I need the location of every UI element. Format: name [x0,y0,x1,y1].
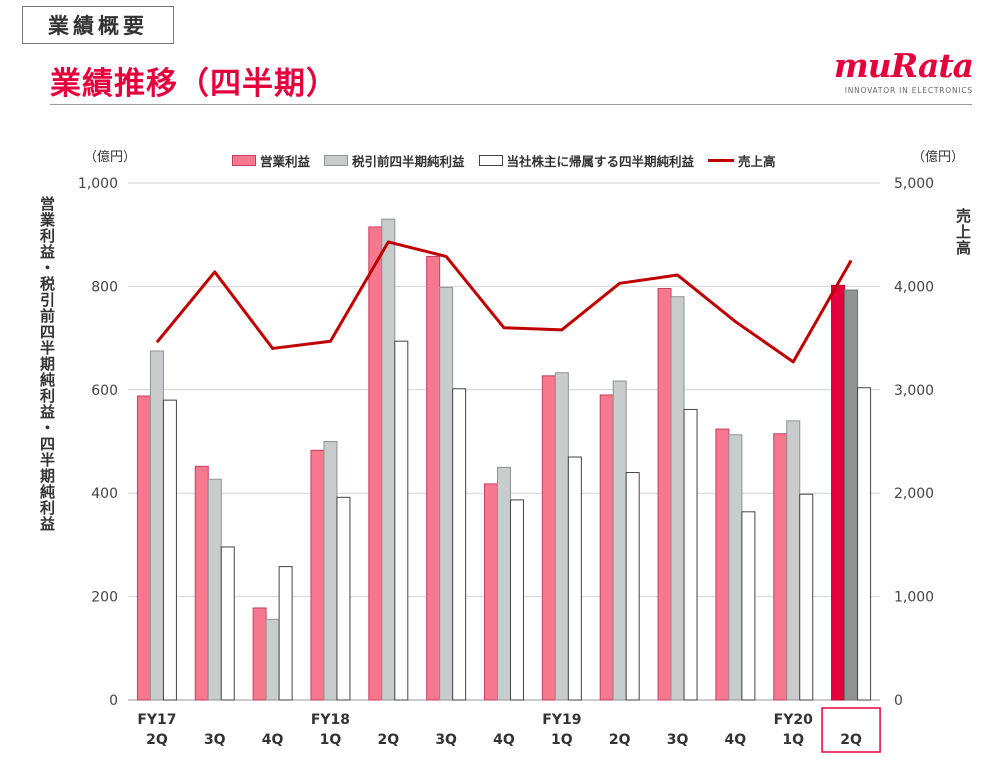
bar-pretax-income [497,466,511,701]
right-tick-label: 2,000 [894,486,934,502]
right-tick-label: 0 [894,693,903,709]
left-tick-label: 1,000 [78,176,118,192]
chart-legend: 営業利益 税引前四半期純利益 当社株主に帰属する四半期純利益 売上高 [232,150,790,170]
legend-label-net-sales: 売上高 [738,153,776,169]
bar-pretax-income [844,289,859,701]
brand-tagline: INNOVATOR IN ELECTRONICS [844,86,973,95]
left-tick-label: 200 [91,590,118,606]
bar-pretax-income [207,478,222,701]
bar-pretax-income [381,218,396,701]
legend-operating-income: 営業利益 [232,151,310,170]
murata-logo: muRata INNOVATOR IN ELECTRONICS [823,46,974,98]
x-label-quarter: 4Q [262,732,284,748]
legend-net-income: 当社株主に帰属する四半期純利益 [478,151,695,170]
bar-net-income [799,493,814,701]
left-axis-unit: （億円） [84,150,137,165]
x-label-quarter: 2Q [377,732,399,748]
bar-operating-income [136,395,151,701]
legend-swatch-operating-income [232,154,256,166]
legend-label-net-income: 当社株主に帰属する四半期純利益 [506,153,695,169]
right-tick-label: 4,000 [894,279,934,295]
x-label-quarter: 3Q [667,732,689,748]
x-label-quarter: 1Q [551,732,573,748]
x-label-fiscal-year: FY19 [542,712,581,728]
bar-operating-income [310,449,325,701]
bar-net-income [452,388,467,701]
page-title: 業績推移（四半期） [50,66,338,102]
bar-operating-income [657,287,672,701]
bar-net-income [162,399,177,701]
bar-operating-income [194,465,209,701]
bar-pretax-income [612,380,627,701]
title-divider [50,104,972,105]
x-label-quarter: 4Q [725,732,747,748]
x-label-fiscal-year: FY20 [774,712,813,728]
bar-operating-income [715,428,730,701]
x-label-quarter: 1Q [782,732,804,748]
bar-pretax-income [265,618,280,701]
legend-swatch-pretax-income [324,154,349,166]
legend-label-operating-income: 営業利益 [260,153,311,169]
bar-pretax-income [323,441,338,701]
bar-net-income [510,499,524,701]
legend-swatch-net-income [478,154,503,166]
x-label-fiscal-year: FY18 [311,712,350,728]
left-tick-label: 800 [91,279,118,295]
legend-pretax-income: 税引前四半期純利益 [324,151,465,170]
x-label-quarter: 2Q [609,732,631,748]
bar-net-income [683,408,698,701]
right-tick-label: 5,000 [894,176,934,192]
x-label-quarter: 3Q [204,732,226,748]
bar-operating-income [773,433,788,701]
bar-operating-income [831,284,846,701]
x-label-quarter: 2Q [840,732,862,748]
bar-pretax-income [439,286,454,701]
bar-operating-income [541,375,556,701]
legend-label-pretax-income: 税引前四半期純利益 [352,153,465,169]
bar-net-income [625,472,640,701]
right-axis-label: 売上高 [954,208,972,256]
left-tick-label: 400 [91,486,118,502]
right-tick-label: 1,000 [894,590,934,606]
bar-pretax-income [670,296,685,701]
bar-pretax-income [728,434,743,701]
x-label-quarter: 2Q [146,732,168,748]
bar-operating-income [484,483,498,701]
line-net-sales [155,240,853,364]
right-tick-label: 3,000 [894,383,934,399]
bar-pretax-income [554,372,569,701]
bar-net-income [394,340,409,701]
bar-operating-income [252,607,267,701]
brand-name: muRata [833,46,974,85]
legend-swatch-net-sales [708,158,735,162]
bar-net-income [220,546,235,701]
bar-net-income [567,456,582,701]
left-tick-label: 0 [109,693,118,709]
bar-net-income [741,511,756,701]
bar-operating-income [599,394,614,701]
legend-net-sales: 売上高 [708,151,776,170]
bar-net-income [336,496,351,701]
x-label-quarter: 3Q [435,732,457,748]
right-axis-unit: （億円） [912,150,965,165]
left-tick-label: 600 [91,383,118,399]
x-label-quarter: 1Q [320,732,342,748]
x-label-quarter: 4Q [493,732,515,748]
bar-net-income [857,387,872,701]
bar-operating-income [368,226,383,701]
bar-net-income [278,566,293,701]
bar-pretax-income [149,350,164,701]
section-label: 業績概要 [22,6,174,44]
bar-operating-income [426,255,441,701]
left-axis-label: 営業利益・税引前四半期純利益・四半期純利益 [38,196,56,532]
x-label-fiscal-year: FY17 [137,712,176,728]
bar-pretax-income [786,420,801,701]
highlight-box [821,707,881,753]
